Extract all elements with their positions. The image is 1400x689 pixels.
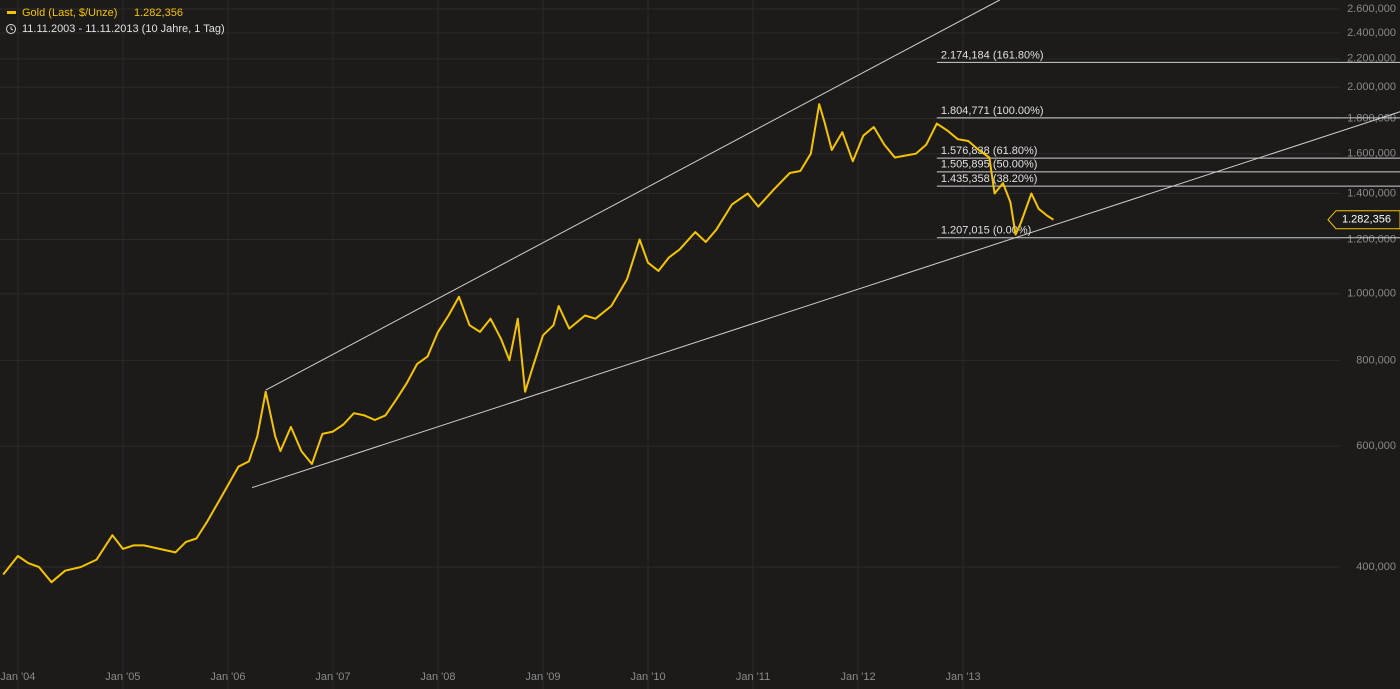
y-tick-label: 600,000 [1356,440,1396,452]
y-tick-label: 1.200,000 [1347,233,1396,245]
y-tick-label: 1.000,000 [1347,288,1396,300]
price-tag [1327,210,1400,230]
fib-label: 1.576,838 (61.80%) [941,145,1038,157]
x-tick-label: Jan '05 [105,671,140,683]
fib-label: 1.435,358 (38.20%) [941,173,1038,185]
y-tick-label: 800,000 [1356,354,1396,366]
fib-label: 1.505,895 (50.00%) [941,159,1038,171]
x-tick-label: Jan '09 [525,671,560,683]
y-tick-label: 1.800,000 [1347,113,1396,125]
x-tick-label: Jan '13 [946,671,981,683]
y-tick-label: 1.400,000 [1347,187,1396,199]
clock-hand [10,26,14,31]
legend-range: 11.11.2003 - 11.11.2013 (10 Jahre, 1 Tag… [22,23,225,35]
trend-line [251,111,1400,489]
y-tick-label: 2.600,000 [1347,3,1396,15]
price-tag-label: 1.282,356 [1342,214,1391,226]
price-line [2,103,1054,584]
x-tick-label: Jan '08 [420,671,455,683]
x-tick-label: Jan '04 [0,671,35,683]
y-tick-label: 400,000 [1356,561,1396,573]
y-tick-label: 2.400,000 [1347,27,1396,39]
y-tick-label: 1.600,000 [1347,148,1396,160]
x-tick-label: Jan '10 [630,671,665,683]
legend-label: Gold (Last, $/Unze) [22,7,117,19]
fib-label: 2.174,184 (161.80%) [941,49,1044,61]
x-tick-label: Jan '12 [840,671,875,683]
x-tick-label: Jan '06 [210,671,245,683]
trend-line [265,0,1001,391]
x-tick-label: Jan '07 [315,671,350,683]
y-tick-label: 2.200,000 [1347,53,1396,65]
fib-label: 1.804,771 (100.00%) [941,105,1044,117]
legend-swatch [7,11,16,14]
y-tick-label: 2.000,000 [1347,81,1396,93]
x-tick-label: Jan '11 [736,671,770,683]
fib-label: 1.207,015 (0.00%) [941,225,1032,237]
legend-value: 1.282,356 [134,7,183,19]
clock-icon [6,24,16,34]
